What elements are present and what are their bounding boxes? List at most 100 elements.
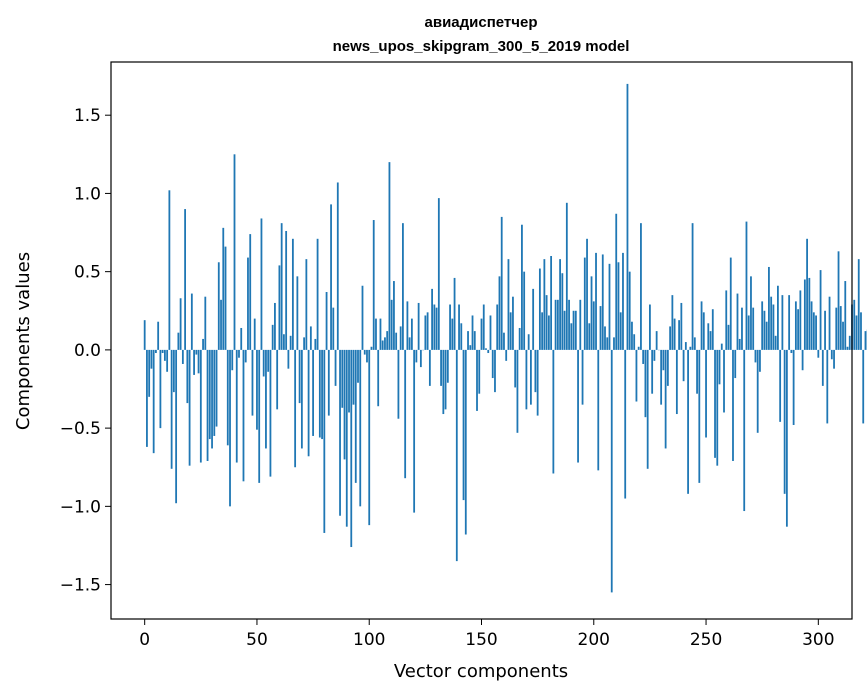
bar bbox=[741, 307, 743, 350]
bar bbox=[433, 304, 436, 350]
bar bbox=[399, 326, 402, 350]
bar bbox=[572, 310, 575, 350]
bar bbox=[864, 331, 867, 350]
bar bbox=[774, 335, 777, 350]
bar bbox=[570, 323, 573, 350]
bar bbox=[480, 318, 483, 350]
bar bbox=[651, 349, 654, 394]
bar bbox=[693, 337, 696, 350]
bar bbox=[314, 338, 317, 350]
bar bbox=[581, 349, 584, 405]
bar bbox=[258, 349, 261, 483]
bar bbox=[509, 312, 512, 350]
bar bbox=[428, 349, 431, 386]
bar bbox=[543, 259, 546, 350]
bar bbox=[530, 349, 532, 405]
bar bbox=[157, 321, 160, 350]
bar bbox=[747, 315, 750, 350]
bar bbox=[680, 302, 683, 350]
bar bbox=[350, 349, 353, 548]
bar bbox=[285, 230, 288, 350]
bar bbox=[442, 349, 445, 415]
bar bbox=[512, 296, 514, 350]
bar bbox=[476, 349, 478, 411]
bar bbox=[494, 349, 496, 393]
bar bbox=[532, 288, 535, 350]
bar bbox=[327, 349, 330, 416]
bar bbox=[471, 315, 474, 350]
bar bbox=[464, 349, 467, 535]
bar bbox=[819, 270, 822, 350]
bar bbox=[199, 349, 202, 463]
bar bbox=[846, 346, 849, 350]
bar bbox=[655, 331, 658, 350]
bar bbox=[547, 315, 550, 350]
bar bbox=[633, 334, 636, 350]
bar bbox=[646, 349, 649, 469]
bar bbox=[453, 277, 456, 350]
bar bbox=[835, 307, 838, 350]
bar bbox=[518, 327, 521, 350]
bar bbox=[797, 309, 800, 350]
bar bbox=[855, 315, 858, 350]
bar bbox=[527, 334, 530, 350]
bar bbox=[269, 349, 272, 477]
bar bbox=[770, 296, 773, 350]
bar bbox=[720, 343, 723, 350]
bar bbox=[312, 349, 314, 436]
bar bbox=[300, 349, 303, 449]
bar bbox=[649, 304, 651, 350]
bar bbox=[709, 331, 712, 350]
bar bbox=[202, 338, 204, 350]
bar bbox=[788, 295, 791, 350]
bar bbox=[280, 223, 283, 350]
bar bbox=[853, 299, 856, 350]
bar bbox=[244, 349, 247, 363]
bar bbox=[238, 349, 240, 358]
bar bbox=[426, 312, 429, 350]
bar bbox=[579, 299, 582, 350]
bar bbox=[208, 349, 211, 440]
bar bbox=[332, 307, 335, 350]
bar bbox=[574, 310, 577, 350]
bar bbox=[215, 349, 218, 427]
bar bbox=[696, 349, 698, 394]
bar bbox=[179, 298, 182, 350]
bar bbox=[860, 312, 862, 350]
bar bbox=[242, 349, 245, 482]
bar bbox=[734, 349, 737, 379]
y-axis: −1.5 −1.0 −0.5 0.0 0.5 1.0 1.5 bbox=[60, 106, 111, 596]
bar bbox=[170, 349, 173, 469]
bar bbox=[610, 349, 613, 593]
bar bbox=[271, 324, 274, 350]
bar bbox=[213, 349, 216, 436]
bar bbox=[837, 251, 840, 350]
bar bbox=[296, 276, 299, 350]
bar bbox=[729, 257, 732, 350]
bar bbox=[226, 349, 229, 446]
bar bbox=[644, 349, 647, 418]
bar bbox=[415, 349, 418, 363]
bar bbox=[754, 349, 757, 363]
bar bbox=[801, 349, 804, 371]
bar bbox=[197, 349, 200, 374]
bar bbox=[455, 349, 458, 562]
bar bbox=[253, 318, 256, 350]
bar bbox=[568, 299, 570, 350]
bar bbox=[743, 349, 746, 512]
bar bbox=[554, 299, 557, 350]
chart-title-line2: news_upos_skipgram_300_5_2019 model bbox=[333, 38, 630, 55]
bar bbox=[777, 285, 779, 350]
bar bbox=[274, 302, 276, 350]
bar bbox=[267, 349, 270, 372]
bar bbox=[451, 318, 454, 350]
bar bbox=[388, 162, 391, 350]
bar bbox=[577, 349, 579, 463]
bar bbox=[482, 304, 485, 350]
bar bbox=[606, 337, 609, 350]
bar bbox=[309, 326, 312, 350]
bar bbox=[507, 259, 510, 350]
bar bbox=[761, 301, 764, 350]
bar bbox=[810, 301, 813, 350]
